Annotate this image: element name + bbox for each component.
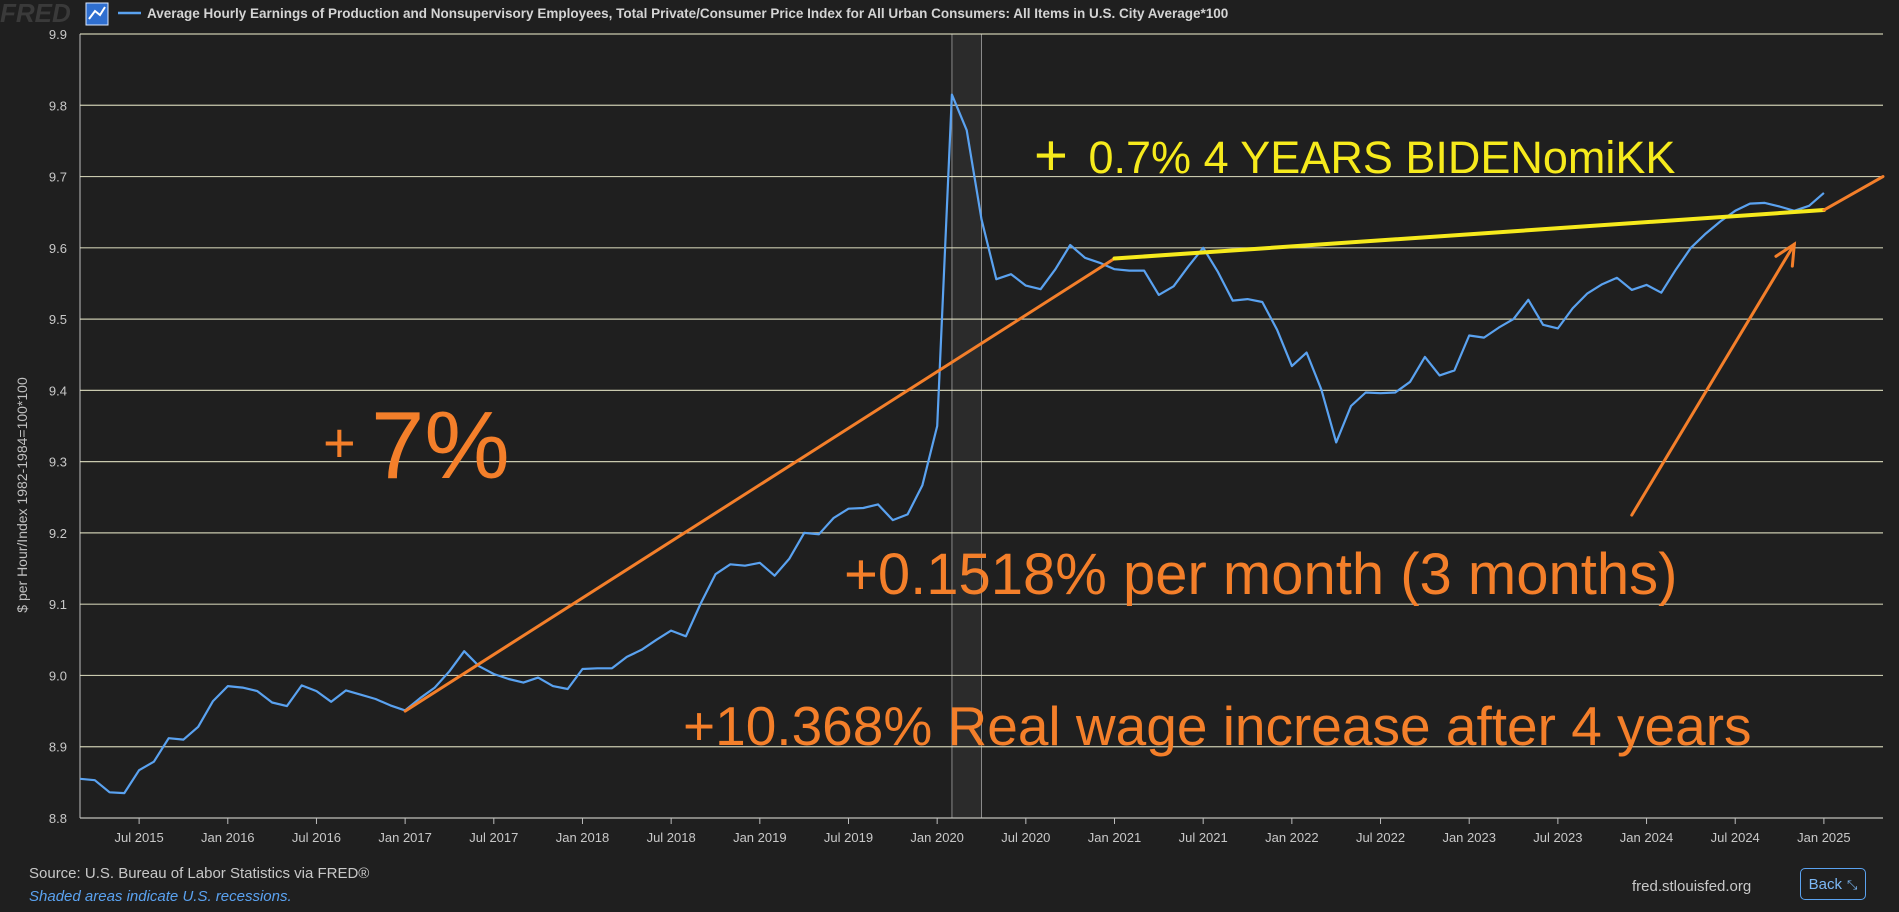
y-axis-label: $ per Hour/Index 1982-1984=100*100 [14,377,30,613]
orange-extension-line [1822,175,1885,212]
x-tick-label: Jan 2024 [1620,830,1674,845]
y-tick-label: 8.9 [49,740,67,755]
x-tick-label: Jan 2022 [1265,830,1319,845]
x-tick-label: Jul 2020 [1001,830,1050,845]
x-tick-labels: Jul 2015 Jan 2016 Jul 2016 Jan 2017 Jul 2017… [80,817,1883,845]
recession-note: Shaded areas indicate U.S. recessions. [29,888,292,905]
x-tick-label: Jan 2023 [1442,830,1496,845]
x-tick-label: Jul 2019 [824,830,873,845]
annotation-seven-main: 7% [371,392,510,499]
y-tick-label: 9.4 [49,383,67,398]
source-note: Source: U.S. Bureau of Labor Statistics … [29,865,370,882]
annotation-real-wage: +10.368% Real wage increase after 4 year… [683,695,1752,757]
chart-line-icon[interactable] [85,2,109,26]
y-tick-labels: 8.8 8.9 9.0 9.1 9.2 9.3 9.4 9.5 9.6 9.7 9.8 9.9 [49,27,67,826]
y-tick-label: 9.6 [49,241,67,256]
annotation-seven-percent: + 7% [323,392,510,499]
orange-arrow [1630,242,1796,517]
annotation-bidenomics-plus: + [1034,123,1068,188]
y-tick-label: 9.1 [49,597,67,612]
series-lines [79,93,1825,795]
x-tick-label: Jan 2016 [201,830,255,845]
x-tick-label: Jan 2019 [733,830,787,845]
x-tick-label: Jul 2023 [1533,830,1582,845]
x-tick-label: Jul 2021 [1179,830,1228,845]
y-tick-label: 9.3 [49,455,67,470]
x-tick-label: Jul 2017 [469,830,518,845]
collapse-icon: ⤡ [1846,876,1858,892]
y-tick-label: 9.7 [49,170,67,185]
fred-logo[interactable]: FRED [0,0,71,28]
orange-arrow-head [1774,241,1797,268]
x-tick-label: Jul 2022 [1356,830,1405,845]
x-tick-label: Jan 2018 [556,830,610,845]
annotation-per-month: +0.1518% per month (3 months) [844,542,1677,607]
series-title[interactable]: Average Hourly Earnings of Production an… [147,6,1228,21]
x-tick-label: Jan 2025 [1797,830,1851,845]
back-button[interactable]: Back ⤡ [1800,868,1866,900]
x-tick-label: Jan 2020 [910,830,964,845]
grid-lines [79,33,1883,819]
x-tick-label: Jan 2017 [378,830,432,845]
y-tick-label: 9.2 [49,526,67,541]
x-tick-label: Jul 2024 [1711,830,1760,845]
y-tick-label: 9.9 [49,27,67,42]
annotation-bidenomics: + 0.7% 4 YEARS BIDENomiKK [1034,123,1675,188]
y-tick-label: 9.8 [49,98,67,113]
chart-header: FRED Average Hourly Earnings of Producti… [0,0,1228,28]
x-tick-label: Jan 2021 [1088,830,1142,845]
annotation-seven-plus: + [323,411,356,474]
x-tick-label: Jul 2018 [647,830,696,845]
annotation-bidenomics-main: 0.7% 4 YEARS BIDENomiKK [1076,132,1675,183]
y-tick-label: 9.5 [49,312,67,327]
recession-shading [951,34,982,818]
site-link[interactable]: fred.stlouisfed.org [1632,878,1752,895]
drawn-annotation-lines [403,175,1885,713]
recession-band [951,34,982,818]
series-line [79,93,1825,795]
x-tick-label: Jul 2016 [292,830,341,845]
yellow-trend-line [1112,208,1826,261]
x-tick-label: Jul 2015 [115,830,164,845]
y-tick-label: 9.0 [49,668,67,683]
orange-trend-line [403,257,1117,713]
y-tick-label: 8.8 [49,811,67,826]
back-label: Back [1808,875,1842,893]
